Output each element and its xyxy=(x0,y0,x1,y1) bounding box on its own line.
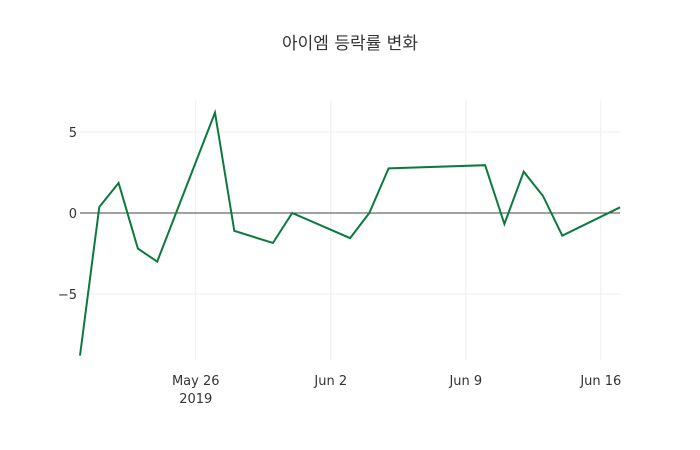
series-line[interactable] xyxy=(79,108,621,356)
x-tick-label: May 26 xyxy=(172,374,220,389)
x-tick-label: Jun 16 xyxy=(579,374,621,389)
y-tick-label: 5 xyxy=(69,126,77,141)
x-axis-tick-labels: May 26 2019 Jun 2 Jun 9 Jun 16 xyxy=(172,374,621,407)
y-gridlines xyxy=(80,131,620,295)
x-tick-year-label: 2019 xyxy=(179,392,212,407)
y-tick-label: 0 xyxy=(69,207,77,222)
y-tick-label: −5 xyxy=(58,288,77,303)
x-gridlines xyxy=(195,100,602,360)
x-tick-label: Jun 9 xyxy=(448,374,482,389)
x-tick-label: Jun 2 xyxy=(313,374,347,389)
y-axis-tick-labels: 5 0 −5 xyxy=(58,126,77,303)
chart-title: 아이엠 등락률 변화 xyxy=(282,34,418,54)
